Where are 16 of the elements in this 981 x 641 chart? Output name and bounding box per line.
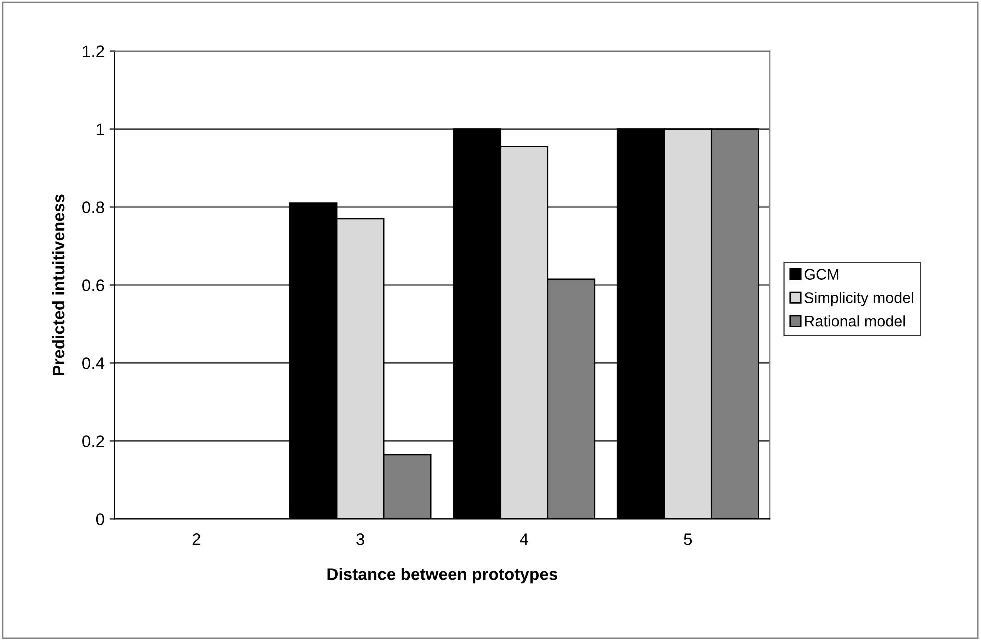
x-tick-label: 4: [520, 534, 528, 546]
x-axis-title: Distance between prototypes: [328, 568, 558, 584]
y-tick-label: 0.8: [82, 202, 104, 214]
y-tick-label: 0: [96, 514, 104, 526]
x-tick-label: 2: [192, 534, 200, 546]
y-tick-label: 1: [97, 124, 104, 136]
x-tick-label: 5: [684, 534, 692, 546]
x-tick-label: 3: [356, 534, 364, 546]
y-tick-label: 1.2: [83, 46, 104, 58]
y-tick-label: 0.6: [82, 280, 104, 292]
legend-label: GCM: [804, 269, 839, 280]
y-tick-label: 0.4: [82, 358, 105, 370]
legend-label: Simplicity model: [804, 292, 914, 306]
y-axis-title: Predicted intuitiveness: [52, 194, 65, 376]
y-tick-label: 0.2: [82, 436, 104, 448]
legend-label: Rational model: [805, 316, 906, 327]
